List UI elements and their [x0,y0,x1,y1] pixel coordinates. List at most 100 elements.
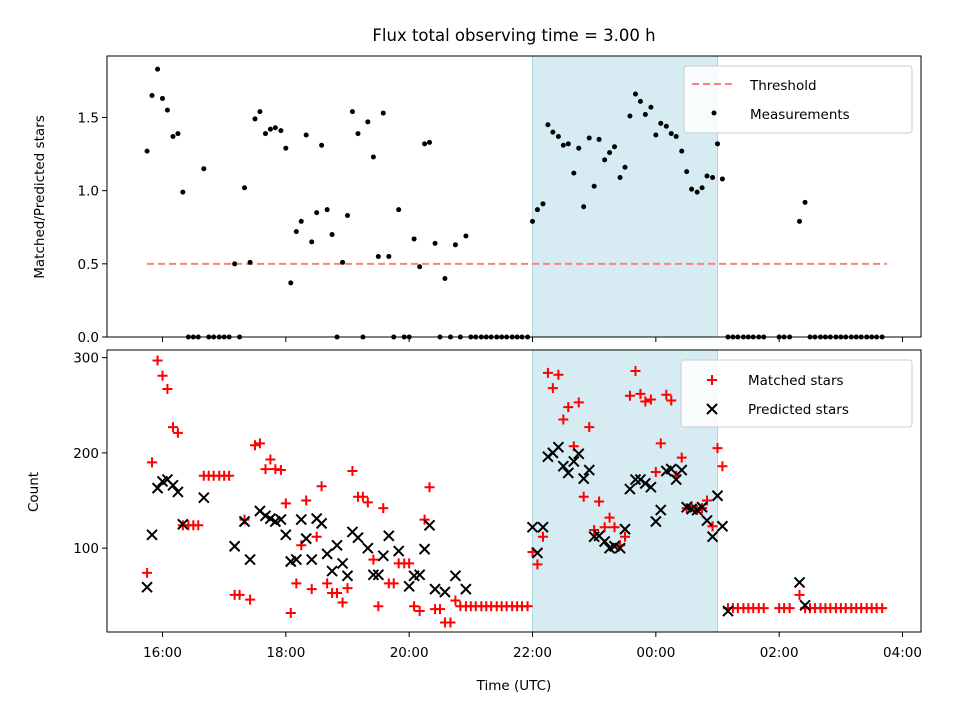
chart-title: Flux total observing time = 3.00 h [372,26,655,45]
measurement-point [432,240,438,246]
predicted-stars-point [557,460,570,472]
measurement-point [642,112,648,118]
matched-stars-point [645,394,656,405]
predicted-stars-point [583,464,595,476]
y-tick-label: 100 [73,541,99,557]
predicted-stars-point [306,553,318,566]
measurement-point [380,110,386,116]
matched-stars-point [609,522,620,533]
predicted-stars-point [377,550,389,562]
predicted-stars-point [295,513,307,526]
predicted-stars-point [665,463,677,475]
ratio-panel-legend-box [683,65,913,134]
predicted-stars-point [392,545,405,557]
matched-stars-point [584,422,595,433]
y-tick-label: 300 [73,351,99,367]
ratio-panel-y-ticks: 0.0 0.5 1.0 1.5 [78,110,107,346]
predicted-stars-point [793,576,806,589]
matched-stars-point [630,365,641,376]
x-tick-label: 04:00 [883,645,922,661]
matched-stars-point [553,369,564,380]
count-panel-x-ticks: 16:00 18:00 20:00 22:00 00:00 02:00 04:00 [143,632,922,661]
matched-stars-point [877,603,888,614]
matched-stars-point [337,597,348,608]
predicted-stars-point [352,531,364,544]
matched-stars-point [162,384,173,395]
predicted-stars-point [429,583,441,595]
matched-stars-legend-swatch [707,375,717,385]
predicted-stars-point [383,530,395,542]
matched-stars-point [542,367,553,378]
measurement-point [632,91,638,97]
matched-stars-point [640,396,651,407]
measurement-point [663,123,669,129]
x-tick-label: 02:00 [760,645,799,661]
measurement-point [252,116,258,122]
predicted-stars-point [568,455,580,468]
matched-stars-point [239,514,250,525]
y-tick-label: 1.5 [78,110,99,126]
predicted-stars-point [172,486,184,498]
matched-stars-point [758,603,769,614]
predicted-stars-point [367,569,380,581]
threshold-legend-label: Threshold [749,78,817,94]
ratio-panel-frame [106,55,922,338]
measurement-point [679,148,685,154]
predicted-stars-point [614,542,626,554]
matched-stars-point [707,521,718,532]
matched-stars-point [650,466,661,477]
measurement-point [324,207,330,213]
measurement-point [658,120,664,126]
measurement-point [283,145,289,151]
measurement-point [427,139,433,145]
y-tick-label: 0.0 [78,330,99,346]
matched-stars-point [404,558,415,569]
matched-stars-point [624,390,635,401]
matched-stars-point [435,604,445,615]
measurement-point [607,150,613,156]
matched-stars-point [424,482,435,493]
measurement-point [653,132,659,138]
matched-stars-point [532,559,543,570]
count-panel-legend: Matched stars Predicted stars [680,359,913,428]
measurement-point [719,176,725,182]
matched-stars-point [445,617,456,628]
y-tick-label: 1.0 [78,184,99,200]
count-panel-frame [106,349,922,633]
predicted-stars-point [629,473,642,486]
predicted-stars-point [331,539,343,552]
measurements-legend-swatch [711,110,717,116]
predicted-stars-point [645,481,657,493]
measurement-point [648,104,654,110]
matched-stars-point [666,395,677,406]
predicted-stars-point [146,529,158,541]
measurement-point [534,207,540,213]
ratio-panel-legend: Threshold Measurements [683,65,913,134]
matched-stars-point [573,397,584,408]
predicted-stars-point [423,519,436,532]
measurement-point [267,126,273,132]
measurement-point [329,232,335,238]
matched-stars-point [620,531,630,542]
matched-stars-point [157,370,168,381]
ratio-panel-y-label: Matched/Predicted stars [32,115,48,278]
y-tick-label: 0.5 [78,257,99,273]
measurement-point [684,169,690,175]
predicted-stars-point [639,477,652,490]
predicted-stars-point [650,515,662,528]
matched-stars-point [589,525,600,536]
predicted-stars-point [418,543,431,555]
measurement-point [303,132,309,138]
measurement-point [622,164,628,170]
matched-stars-legend-label: Matched stars [748,373,844,389]
matched-stars-point [450,595,461,606]
matched-stars-point [234,589,245,600]
measurement-point [637,98,643,104]
matched-stars-point [635,388,646,399]
measurement-point [422,141,428,147]
ratio-panel: 0.0 0.5 1.0 1.5 Matched/Predicted stars Thr… [32,55,922,346]
matched-stars-point [332,587,343,598]
matched-stars-point [655,438,666,449]
matched-stars-point [388,578,399,589]
